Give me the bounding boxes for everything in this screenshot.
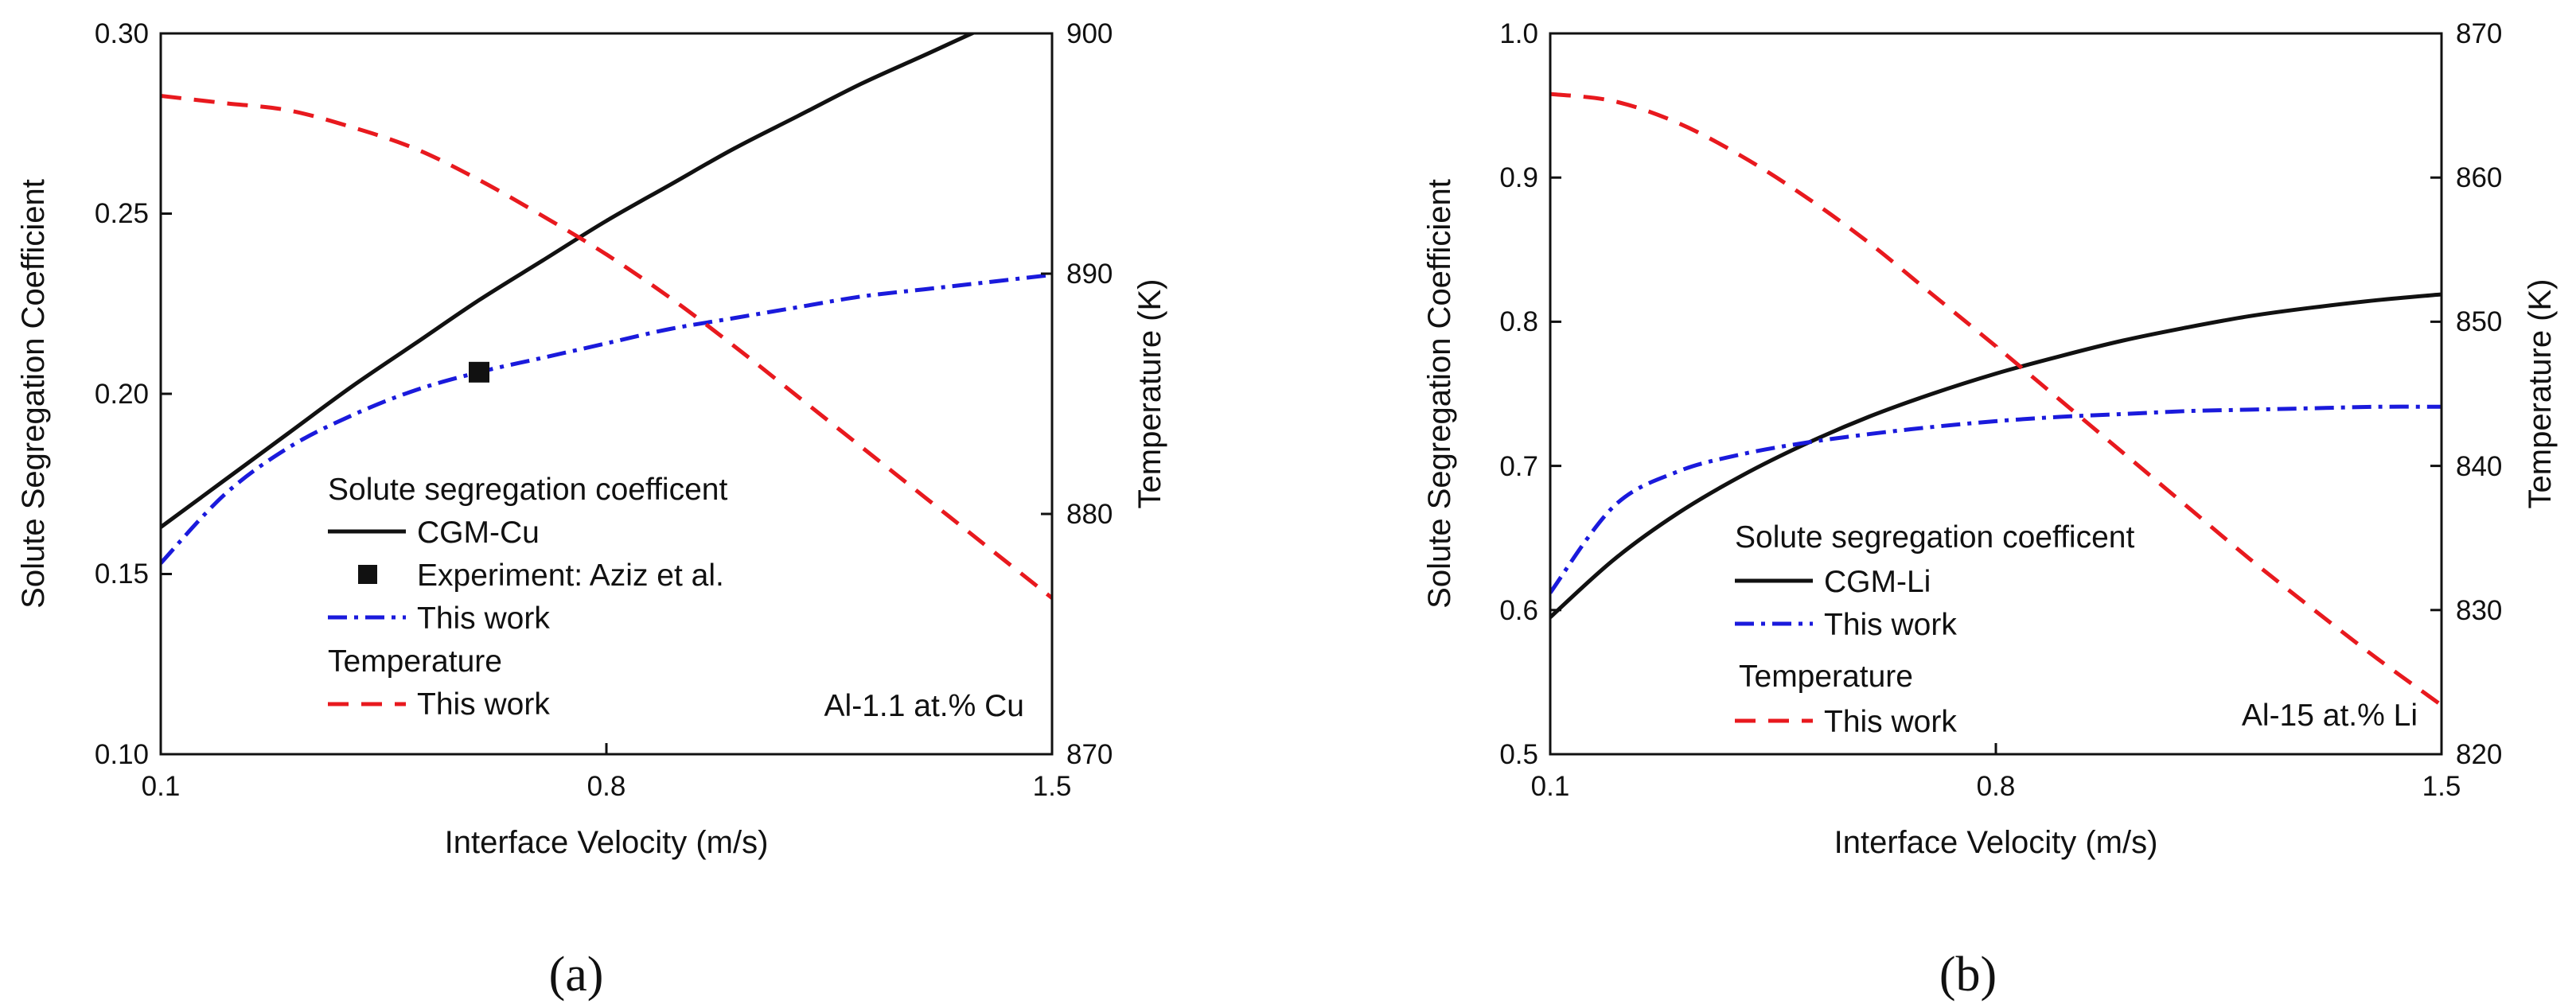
x-tick-label: 1.5 — [2422, 771, 2461, 802]
legend-label-experiment: Experiment: Aziz et al. — [417, 558, 724, 593]
legend-label-this-work: This work — [417, 601, 550, 636]
x-tick-label: 0.1 — [142, 771, 181, 802]
x-tick-label: 0.1 — [1531, 771, 1570, 802]
y2-tick-label: 830 — [2456, 595, 2502, 626]
series-line-this-work-temperature — [1550, 91, 2442, 707]
series-clip — [1550, 91, 2442, 707]
y-tick-label: 0.9 — [1499, 162, 1538, 193]
x-tick-label: 0.8 — [587, 771, 626, 802]
y2-tick-label: 870 — [2456, 18, 2502, 49]
series-group-a — [161, 33, 1052, 600]
y2-tick-label: 860 — [2456, 162, 2502, 193]
plot-frame-a — [159, 32, 1054, 756]
series-line-this-work — [161, 273, 1052, 565]
legend-swatch-experiment — [358, 565, 377, 584]
panel-label: (a) — [549, 948, 604, 1002]
series-group-b — [1550, 91, 2442, 707]
y-tick-label: 0.30 — [95, 18, 149, 49]
legend-label-temperature: This work — [417, 687, 550, 722]
series-line-cgm-cu — [161, 33, 977, 529]
series-line-cgm-li — [1550, 292, 2442, 619]
y-axis-label: Solute Segregation Coefficient — [1422, 179, 1457, 609]
x-tick-label: 1.5 — [1033, 771, 1072, 802]
legend-title-segregation: Solute segregation coefficent — [328, 473, 727, 507]
y2-axis-label: Temperature (K) — [2523, 279, 2558, 509]
alloy-annotation: Al-1.1 at.% Cu — [824, 689, 1024, 723]
axis-ticks-a — [159, 32, 1054, 756]
y-tick-label: 0.25 — [95, 198, 149, 229]
series-line-this-work-temperature — [161, 94, 1052, 600]
legend-title-temperature: Temperature — [1739, 660, 1913, 694]
x-axis-label: Interface Velocity (m/s) — [445, 825, 769, 860]
y-tick-label: 0.8 — [1499, 306, 1538, 337]
x-axis-label: Interface Velocity (m/s) — [1834, 825, 2158, 860]
legend-label-temperature: This work — [1824, 705, 1957, 739]
plot-frame-b — [1549, 32, 2443, 756]
y-tick-label: 0.15 — [95, 558, 149, 590]
y-tick-label: 0.6 — [1499, 595, 1538, 626]
panel-label: (b) — [1939, 948, 1997, 1002]
axis-ticks-b — [1549, 32, 2443, 756]
y-tick-label: 0.7 — [1499, 451, 1538, 482]
chart-panel-b: 0.1 0.8 1.5 0.5 0.6 0.7 0.8 0.9 1.0 820 … — [1422, 18, 2558, 1002]
legend-label-cgm: CGM-Li — [1824, 565, 1931, 599]
y2-tick-label: 880 — [1066, 499, 1113, 530]
legend-title-segregation: Solute segregation coefficent — [1735, 520, 2134, 555]
y-tick-label: 0.20 — [95, 379, 149, 410]
data-point-experiment — [469, 361, 489, 383]
series-line-this-work — [1550, 404, 2442, 594]
y-axis-label: Solute Segregation Coefficient — [16, 179, 51, 609]
y-tick-label: 0.5 — [1499, 739, 1538, 770]
y2-axis-label: Temperature (K) — [1132, 279, 1167, 509]
y-tick-label: 0.10 — [95, 739, 149, 770]
series-clip — [161, 33, 1052, 600]
x-tick-label: 0.8 — [1977, 771, 2016, 802]
y2-tick-label: 890 — [1066, 259, 1113, 290]
y2-tick-label: 820 — [2456, 739, 2502, 770]
legend-label-this-work: This work — [1824, 608, 1957, 642]
y2-tick-label: 870 — [1066, 739, 1113, 770]
alloy-annotation: Al-15 at.% Li — [2242, 699, 2418, 733]
y2-tick-label: 840 — [2456, 451, 2502, 482]
y2-tick-label: 900 — [1066, 18, 1113, 49]
legend-title-temperature: Temperature — [328, 644, 502, 679]
legend-label-cgm: CGM-Cu — [417, 516, 540, 550]
y-tick-label: 1.0 — [1499, 18, 1538, 49]
y2-tick-label: 850 — [2456, 306, 2502, 337]
chart-panel-a: 0.1 0.8 1.5 0.10 0.15 0.20 0.25 0.30 870… — [16, 18, 1167, 1002]
